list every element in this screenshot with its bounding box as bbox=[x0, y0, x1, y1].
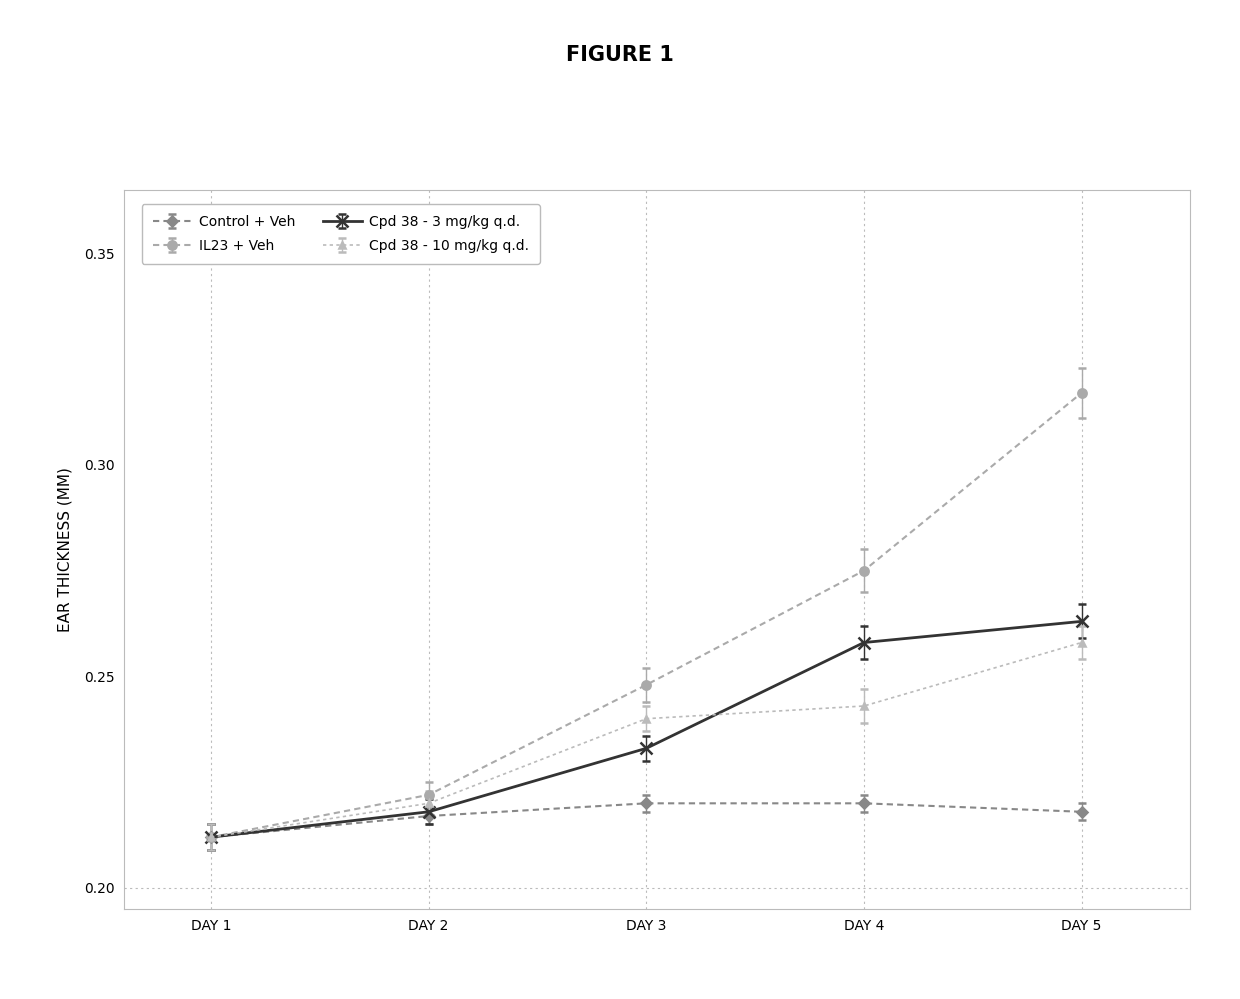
Y-axis label: EAR THICKNESS (MM): EAR THICKNESS (MM) bbox=[57, 467, 73, 632]
Legend: Control + Veh, IL23 + Veh, Cpd 38 - 3 mg/kg q.d., Cpd 38 - 10 mg/kg q.d.: Control + Veh, IL23 + Veh, Cpd 38 - 3 mg… bbox=[141, 204, 539, 264]
Text: FIGURE 1: FIGURE 1 bbox=[567, 45, 673, 65]
